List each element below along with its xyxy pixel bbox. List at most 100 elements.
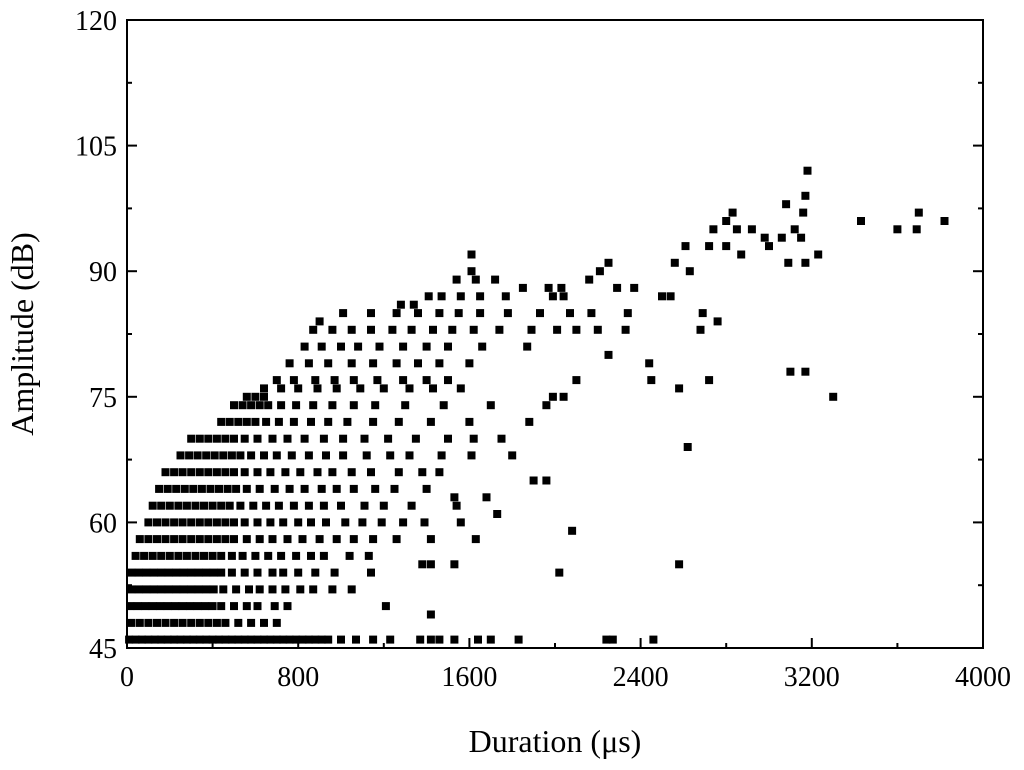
data-point xyxy=(144,618,153,627)
data-point xyxy=(277,551,286,560)
data-point xyxy=(195,468,204,477)
data-point xyxy=(525,417,534,426)
data-point xyxy=(227,451,236,460)
data-point xyxy=(548,392,557,401)
data-point xyxy=(298,635,307,644)
data-point xyxy=(371,401,380,410)
data-point xyxy=(456,384,465,393)
data-point xyxy=(608,635,617,644)
data-point xyxy=(394,468,403,477)
data-point xyxy=(409,300,418,309)
data-point xyxy=(253,518,262,527)
data-point xyxy=(375,342,384,351)
data-point xyxy=(542,401,551,410)
data-point xyxy=(157,551,166,560)
data-point xyxy=(542,476,551,485)
data-point xyxy=(602,635,611,644)
data-point xyxy=(300,434,309,443)
data-point xyxy=(277,401,286,410)
data-point xyxy=(163,602,172,611)
data-point xyxy=(208,551,217,560)
data-point xyxy=(221,518,230,527)
data-point xyxy=(698,309,707,318)
data-point xyxy=(212,535,221,544)
data-point xyxy=(722,242,731,251)
data-point xyxy=(289,417,298,426)
data-point xyxy=(313,468,322,477)
data-point xyxy=(178,618,187,627)
data-point xyxy=(238,551,247,560)
data-point xyxy=(416,635,425,644)
data-point xyxy=(141,602,150,611)
data-point xyxy=(131,551,140,560)
data-point xyxy=(307,417,315,426)
data-point xyxy=(253,568,262,577)
data-point xyxy=(148,602,157,611)
data-point xyxy=(230,518,238,527)
data-point xyxy=(658,292,666,301)
data-point xyxy=(940,217,949,225)
data-point xyxy=(189,635,198,644)
data-point xyxy=(209,568,218,577)
data-point xyxy=(426,610,435,619)
data-point xyxy=(456,518,465,527)
data-point xyxy=(148,501,157,510)
data-point xyxy=(367,568,375,577)
data-point xyxy=(786,367,795,376)
data-point xyxy=(604,258,613,267)
data-point xyxy=(260,635,268,644)
data-point xyxy=(476,309,485,318)
data-point xyxy=(230,602,238,611)
data-point xyxy=(242,535,251,544)
data-point xyxy=(140,551,149,560)
data-point xyxy=(469,325,478,334)
data-point xyxy=(555,568,564,577)
data-point xyxy=(437,292,446,301)
data-point xyxy=(153,618,161,627)
data-point xyxy=(536,309,544,318)
data-point xyxy=(194,585,203,594)
data-point xyxy=(324,359,333,368)
data-point xyxy=(495,325,504,334)
data-point xyxy=(426,535,435,544)
data-point xyxy=(747,225,756,234)
data-point xyxy=(247,635,256,644)
data-point xyxy=(401,401,410,410)
data-point xyxy=(217,501,226,510)
data-point xyxy=(294,568,303,577)
data-point xyxy=(268,535,277,544)
data-point xyxy=(341,518,350,527)
data-point xyxy=(471,275,480,284)
data-point xyxy=(683,443,692,451)
data-point xyxy=(232,585,241,594)
data-point xyxy=(418,560,427,569)
data-point xyxy=(131,635,140,644)
data-point xyxy=(322,518,330,527)
data-point xyxy=(300,342,309,351)
data-point xyxy=(289,376,298,385)
data-point xyxy=(227,568,236,577)
data-point xyxy=(647,376,656,385)
data-point xyxy=(429,325,437,334)
data-point xyxy=(127,585,136,594)
data-point xyxy=(422,376,431,385)
data-point xyxy=(208,635,217,644)
data-point xyxy=(268,585,277,594)
data-point xyxy=(367,468,375,477)
data-point xyxy=(270,484,279,493)
data-point xyxy=(292,401,301,410)
data-point xyxy=(163,635,172,644)
data-point xyxy=(200,501,208,510)
data-point xyxy=(268,434,277,443)
data-point xyxy=(349,401,358,410)
data-point xyxy=(450,493,459,502)
data-point xyxy=(170,618,179,627)
x-tick-label: 0 xyxy=(120,662,134,693)
data-point xyxy=(337,342,345,351)
y-tick-label: 90 xyxy=(89,257,117,288)
data-point xyxy=(240,518,249,527)
data-point xyxy=(186,602,195,611)
data-point xyxy=(283,535,292,544)
data-point xyxy=(394,417,403,426)
data-point xyxy=(234,417,243,426)
